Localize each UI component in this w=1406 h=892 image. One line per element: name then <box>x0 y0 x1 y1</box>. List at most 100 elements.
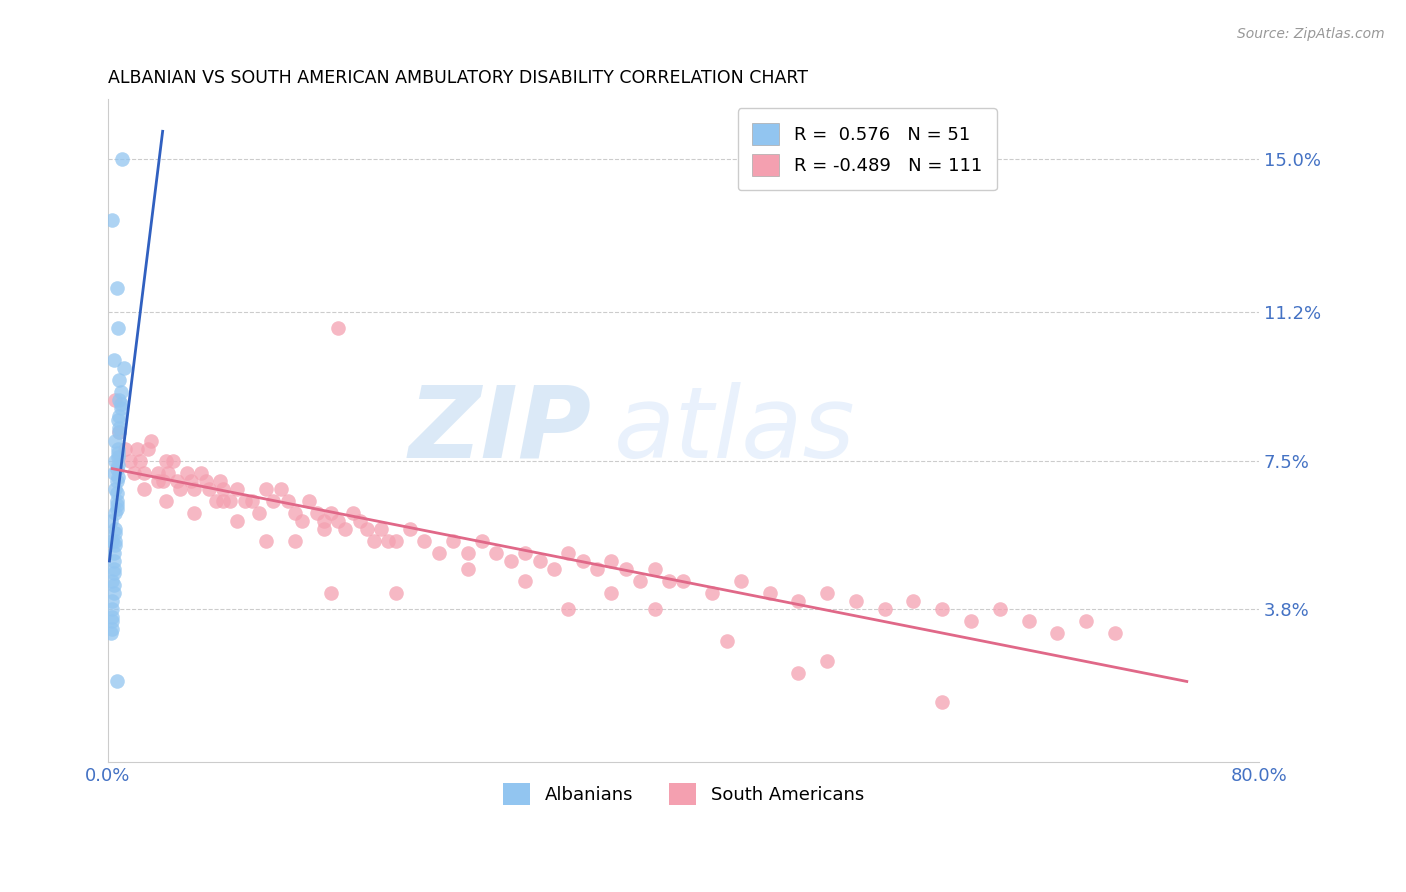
Point <box>240 493 263 508</box>
Point <box>205 493 228 508</box>
Point <box>101 594 124 608</box>
Point <box>107 450 129 464</box>
Point <box>103 578 125 592</box>
Point <box>319 586 342 600</box>
Point <box>100 514 122 528</box>
Point <box>101 602 124 616</box>
Point <box>873 602 896 616</box>
Point <box>815 654 838 668</box>
Point <box>103 554 125 568</box>
Point <box>107 413 129 427</box>
Point <box>107 442 129 456</box>
Point <box>226 514 249 528</box>
Point <box>349 514 371 528</box>
Point <box>787 666 810 681</box>
Point <box>139 434 162 448</box>
Point <box>108 393 131 408</box>
Point <box>103 353 125 368</box>
Point <box>628 574 651 588</box>
Point <box>298 493 321 508</box>
Point <box>104 506 127 520</box>
Point <box>108 409 131 424</box>
Point <box>614 562 637 576</box>
Point <box>132 466 155 480</box>
Point <box>183 506 205 520</box>
Point <box>190 466 212 480</box>
Point <box>529 554 551 568</box>
Point <box>122 466 145 480</box>
Point <box>457 546 479 560</box>
Point <box>197 482 219 496</box>
Point <box>194 474 217 488</box>
Point <box>212 493 235 508</box>
Point <box>499 554 522 568</box>
Point <box>152 474 174 488</box>
Point <box>169 482 191 496</box>
Point <box>284 506 307 520</box>
Point <box>658 574 681 588</box>
Point <box>543 562 565 576</box>
Legend: Albanians, South Americans: Albanians, South Americans <box>496 776 872 813</box>
Point <box>105 281 128 295</box>
Point <box>384 586 406 600</box>
Point <box>107 458 129 472</box>
Point <box>384 533 406 548</box>
Point <box>1074 614 1097 628</box>
Point <box>644 562 666 576</box>
Point <box>457 562 479 576</box>
Point <box>716 634 738 648</box>
Point <box>103 586 125 600</box>
Point <box>845 594 868 608</box>
Point <box>101 574 124 588</box>
Point <box>335 522 357 536</box>
Point <box>247 506 270 520</box>
Point <box>136 442 159 456</box>
Point <box>107 321 129 335</box>
Point <box>104 533 127 548</box>
Point <box>212 482 235 496</box>
Point <box>377 533 399 548</box>
Point <box>557 602 579 616</box>
Point <box>758 586 780 600</box>
Point <box>132 482 155 496</box>
Point <box>104 538 127 552</box>
Point <box>183 482 205 496</box>
Point <box>787 594 810 608</box>
Point <box>104 482 127 496</box>
Point <box>118 453 141 467</box>
Point <box>1104 626 1126 640</box>
Point <box>931 602 953 616</box>
Point <box>101 212 124 227</box>
Point <box>254 533 277 548</box>
Point <box>319 506 342 520</box>
Point <box>104 393 127 408</box>
Point <box>1018 614 1040 628</box>
Point <box>399 522 422 536</box>
Point <box>485 546 508 560</box>
Point <box>441 533 464 548</box>
Point <box>312 514 335 528</box>
Point <box>513 574 536 588</box>
Point <box>262 493 284 508</box>
Point <box>107 469 129 483</box>
Point <box>104 525 127 540</box>
Point <box>110 401 132 416</box>
Point <box>356 522 378 536</box>
Point <box>342 506 364 520</box>
Point <box>270 482 292 496</box>
Point <box>413 533 436 548</box>
Point <box>105 498 128 512</box>
Point <box>427 546 450 560</box>
Point <box>363 533 385 548</box>
Point <box>112 361 135 376</box>
Point <box>104 522 127 536</box>
Point <box>326 321 349 335</box>
Point <box>107 445 129 459</box>
Point <box>730 574 752 588</box>
Point <box>166 474 188 488</box>
Point <box>815 586 838 600</box>
Point <box>586 562 609 576</box>
Point <box>128 453 150 467</box>
Point <box>105 485 128 500</box>
Point <box>105 493 128 508</box>
